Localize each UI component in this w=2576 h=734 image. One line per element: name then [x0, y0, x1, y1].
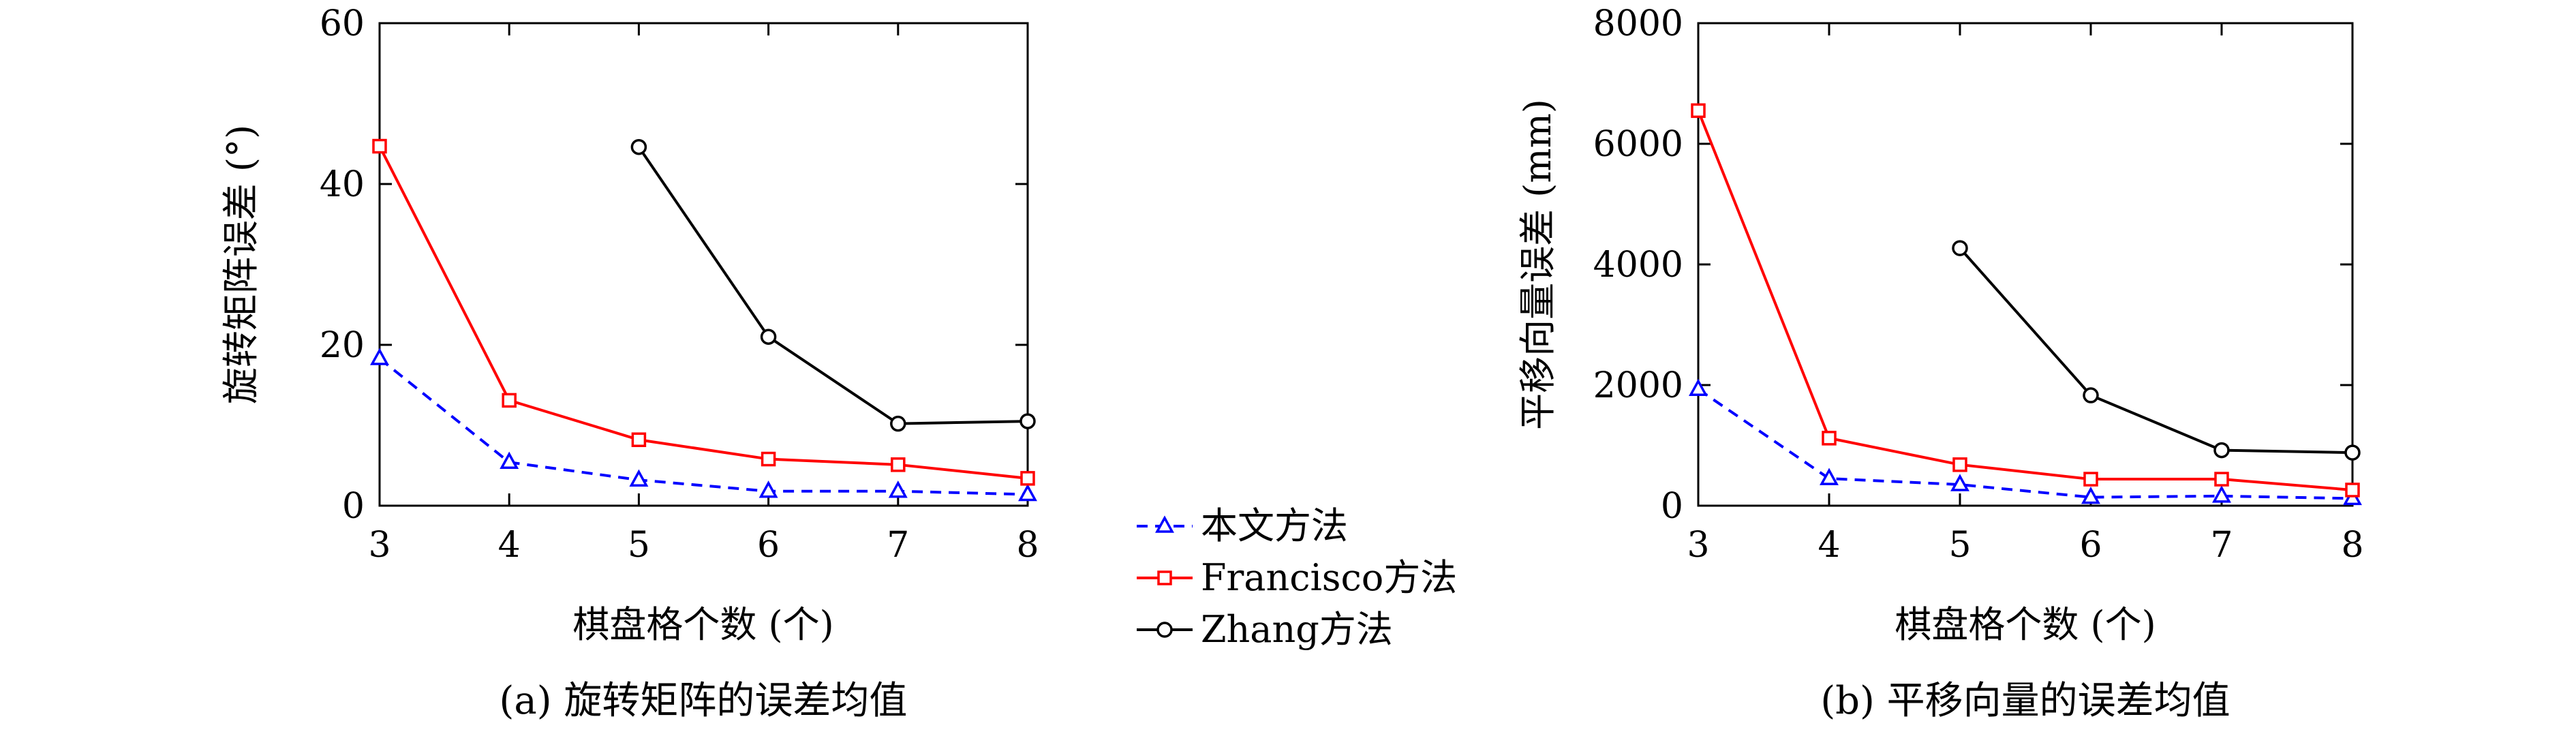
series-2-point-2-0 [630, 138, 647, 155]
series-0-point-0-3 [2081, 486, 2100, 504]
x-tick-label: 5 [1948, 525, 1971, 566]
series-1-point-1-5 [2345, 483, 2360, 498]
series-1-point-1-0 [372, 138, 387, 154]
series-2-point-2-1 [2083, 387, 2099, 403]
panel-caption: (a) 旋转矩阵的误差均值 [500, 679, 908, 723]
y-tick-label: 60 [320, 3, 365, 44]
series-2-point-2-3 [1019, 413, 1036, 429]
series-1-point-1-3 [2083, 472, 2098, 487]
series-0-point-0-3 [758, 480, 778, 498]
series-0-point-0-5 [1018, 483, 1037, 502]
series-0-point-0-4 [888, 480, 908, 498]
series-0-point-0-2 [1950, 474, 1969, 491]
series-2-point-2-2 [2213, 442, 2230, 459]
legend-marker-point-0-0 [1155, 515, 1174, 533]
series-1-point-1-4 [2214, 472, 2229, 487]
y-tick-label: 20 [320, 325, 365, 366]
series-1-point-1-4 [891, 457, 906, 472]
series-1-point-1-5 [1020, 471, 1035, 486]
series-line-0 [1697, 388, 2353, 500]
series-2-point-2-2 [890, 415, 906, 432]
series-0-point-0-4 [2212, 485, 2231, 503]
panel-caption: (b) 平移向量的误差均值 [1820, 679, 2230, 723]
y-tick-label: 0 [342, 486, 365, 527]
series-1-point-1-0 [1691, 103, 1706, 119]
x-tick-label: 7 [2210, 525, 2233, 566]
panel-b-translation-error: 3 4 5 6 7 8 0 2000 4000 6000 8000 棋盘格个数 (个) 平移向量误差 (… [1516, 3, 2364, 723]
series-line-2 [1959, 247, 2353, 455]
y-tick-label: 40 [320, 164, 365, 205]
series-0-point-0-1 [500, 451, 519, 470]
plot-frame [1697, 22, 2354, 507]
series-0-point-0-2 [629, 469, 649, 487]
legend-label-1: Francisco方法 [1201, 556, 1457, 599]
legend: 本文方法 Francisco方法 Zhang方法 [1137, 504, 1457, 651]
y-tick-label: 4000 [1593, 245, 1683, 286]
y-axis-label: 平移向量误差 (mm) [1516, 99, 1559, 430]
legend-label-0: 本文方法 [1201, 504, 1348, 547]
series-line-0 [378, 357, 1028, 496]
series-0-point-0-0 [370, 348, 389, 365]
x-tick-label: 8 [1016, 525, 1039, 566]
x-tick-label: 4 [1818, 525, 1840, 566]
series-line-1 [1697, 110, 2353, 491]
y-tick-label: 0 [1661, 486, 1683, 527]
series-1-point-1-3 [761, 451, 776, 467]
y-tick-label: 8000 [1593, 3, 1683, 44]
series-0-point-0-0 [1689, 378, 1708, 396]
x-tick-label: 7 [887, 525, 909, 566]
x-tick-label: 5 [628, 525, 650, 566]
plot-frame [378, 22, 1029, 507]
series-0-point-0-1 [1820, 468, 1839, 485]
x-tick-label: 3 [368, 525, 390, 566]
y-tick-label: 6000 [1593, 124, 1683, 165]
x-tick-label: 6 [757, 525, 780, 566]
x-tick-label: 3 [1687, 525, 1709, 566]
legend-marker-point-2-0 [1156, 622, 1173, 638]
y-axis-label: 旋转矩阵误差 (°) [219, 125, 262, 404]
series-2-point-2-3 [2344, 444, 2361, 461]
series-2-point-2-1 [760, 328, 777, 345]
series-1-point-1-1 [1822, 431, 1837, 446]
y-tick-label: 2000 [1593, 365, 1683, 406]
legend-marker-point-1-0 [1157, 570, 1172, 585]
x-tick-label: 6 [2079, 525, 2102, 566]
legend-label-2: Zhang方法 [1201, 608, 1393, 651]
series-line-2 [637, 146, 1028, 425]
series-1-point-1-1 [502, 393, 517, 408]
series-1-point-1-2 [1952, 457, 1967, 472]
series-line-1 [378, 145, 1028, 480]
x-axis-label: 棋盘格个数 (个) [1895, 603, 2156, 646]
series-1-point-1-2 [631, 432, 647, 447]
panel-a-rotation-error: 3 4 5 6 7 8 0 20 40 60 棋盘格个数 (个) 旋转矩阵误差 (°) (a) 旋转矩阵… [219, 3, 1039, 723]
x-axis-label: 棋盘格个数 (个) [572, 603, 833, 646]
x-tick-label: 4 [498, 525, 521, 566]
series-2-point-2-0 [1952, 240, 1968, 256]
x-tick-label: 8 [2341, 525, 2363, 566]
